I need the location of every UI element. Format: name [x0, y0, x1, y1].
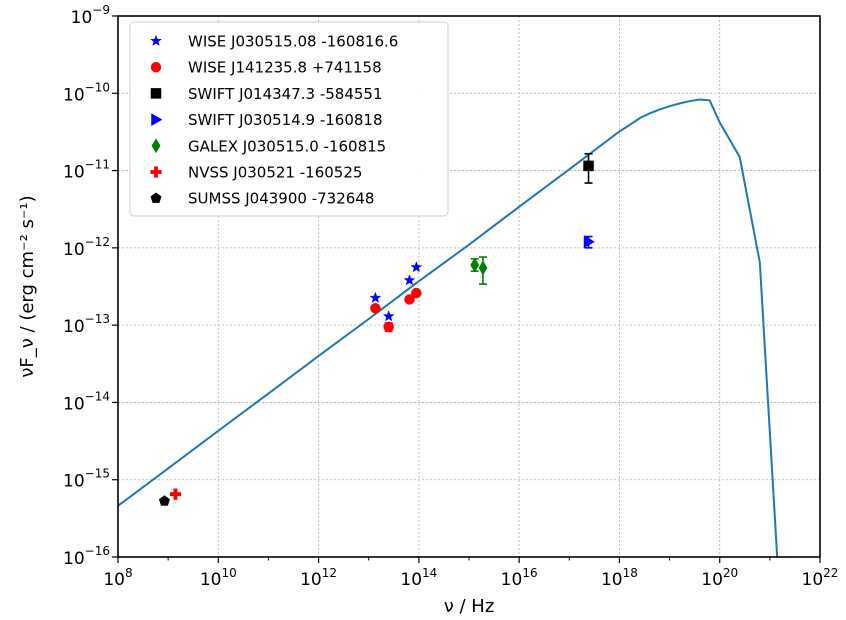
x-tick-base: 10	[300, 570, 322, 590]
x-tick-exponent: 10	[221, 566, 236, 580]
legend-marker	[150, 88, 162, 99]
data-point	[470, 257, 480, 273]
x-tick-exponent: 12	[322, 566, 337, 580]
y-axis-label: νF_ν / (erg cm⁻² s⁻¹)	[17, 195, 38, 377]
legend-marker	[150, 192, 162, 203]
legend-marker	[151, 113, 163, 127]
legend-marker	[150, 61, 162, 73]
y-tick-base: 10	[63, 85, 85, 105]
x-tick-label: 1018	[601, 566, 638, 590]
legend-marker	[150, 166, 162, 178]
legend-label: SWIFT J014347.3 -584551	[188, 85, 383, 103]
x-tick-exponent: 8	[125, 566, 133, 580]
series-1	[370, 287, 422, 333]
y-tick-base: 10	[63, 163, 85, 183]
y-tick-exponent: −12	[85, 235, 110, 249]
y-tick-label: 10−12	[63, 235, 110, 260]
y-tick-base: 10	[63, 549, 85, 569]
x-tick-label: 1012	[300, 566, 337, 590]
y-tick-base: 10	[63, 394, 85, 414]
x-tick-base: 10	[501, 570, 523, 590]
legend-label: GALEX J030515.0 -160815	[188, 137, 386, 155]
legend-marker	[150, 34, 162, 47]
y-tick-label: 10−16	[63, 544, 110, 569]
data-point	[403, 274, 416, 286]
data-point	[410, 261, 423, 273]
y-tick-base: 10	[63, 240, 85, 260]
x-tick-exponent: 16	[522, 566, 537, 580]
x-tick-base: 10	[701, 570, 723, 590]
x-tick-label: 1016	[501, 566, 538, 590]
data-point	[478, 260, 488, 276]
y-tick-label: 10−15	[63, 467, 110, 492]
y-tick-label: 10−9	[71, 3, 110, 28]
data-point	[411, 287, 422, 299]
y-tick-label: 10−10	[63, 80, 110, 105]
y-tick-exponent: −15	[85, 467, 110, 481]
data-point	[369, 291, 382, 303]
x-tick-label: 1010	[200, 566, 237, 590]
legend-label: SUMSS J043900 -732648	[188, 190, 374, 208]
x-tick-label: 108	[103, 566, 132, 590]
x-tick-exponent: 14	[422, 566, 437, 580]
x-tick-exponent: 20	[723, 566, 738, 580]
y-tick-exponent: −14	[85, 389, 110, 403]
series-2	[583, 152, 594, 184]
legend-box	[129, 21, 449, 217]
legend-label: NVSS J030521 -160525	[188, 164, 362, 182]
y-tick-base: 10	[71, 8, 93, 28]
x-tick-exponent: 18	[623, 566, 638, 580]
legend-label: SWIFT J030514.9 -160818	[188, 111, 383, 129]
series-4	[470, 256, 488, 285]
data-point	[583, 160, 594, 172]
data-point	[383, 321, 394, 333]
y-tick-label: 10−13	[63, 312, 110, 337]
y-tick-label: 10−11	[63, 158, 110, 183]
data-point	[382, 310, 395, 322]
legend-label: WISE J030515.08 -160816.6	[188, 33, 398, 51]
data-point	[370, 303, 381, 314]
y-tick-exponent: −11	[85, 158, 110, 172]
y-tick-base: 10	[63, 472, 85, 492]
y-tick-base: 10	[63, 317, 85, 337]
data-point	[158, 495, 170, 506]
y-tick-exponent: −16	[85, 544, 110, 558]
legend-label: WISE J141235.8 +741158	[188, 59, 382, 77]
series-3	[583, 235, 596, 249]
x-tick-label: 1014	[400, 566, 437, 590]
series-6	[158, 495, 170, 506]
data-point	[583, 235, 596, 249]
legend-marker	[151, 138, 161, 154]
x-tick-base: 10	[802, 570, 824, 590]
x-tick-label: 1020	[701, 566, 738, 590]
data-points-layer	[158, 152, 596, 506]
model-curve	[118, 98, 779, 557]
x-tick-base: 10	[601, 570, 623, 590]
y-tick-exponent: −10	[85, 80, 110, 94]
x-tick-exponent: 22	[823, 566, 838, 580]
x-tick-label: 1022	[802, 566, 839, 590]
y-tick-label: 10−14	[63, 389, 110, 414]
data-point	[169, 488, 182, 500]
x-axis-label: ν / Hz	[444, 596, 495, 617]
x-tick-base: 10	[400, 570, 422, 590]
x-tick-base: 10	[200, 570, 222, 590]
axis-ticks: 108 1010 1012 1014 1016 1018 1020 102210−1610−1…	[63, 3, 838, 590]
y-tick-exponent: −9	[92, 3, 110, 17]
legend: WISE J030515.08 -160816.6 WISE J141235.8 …	[129, 21, 449, 217]
series-5	[169, 488, 182, 500]
model-curve-layer	[118, 98, 779, 557]
x-tick-base: 10	[103, 570, 125, 590]
series-0	[369, 261, 423, 322]
y-tick-exponent: −13	[85, 312, 110, 326]
data-point	[404, 294, 415, 305]
